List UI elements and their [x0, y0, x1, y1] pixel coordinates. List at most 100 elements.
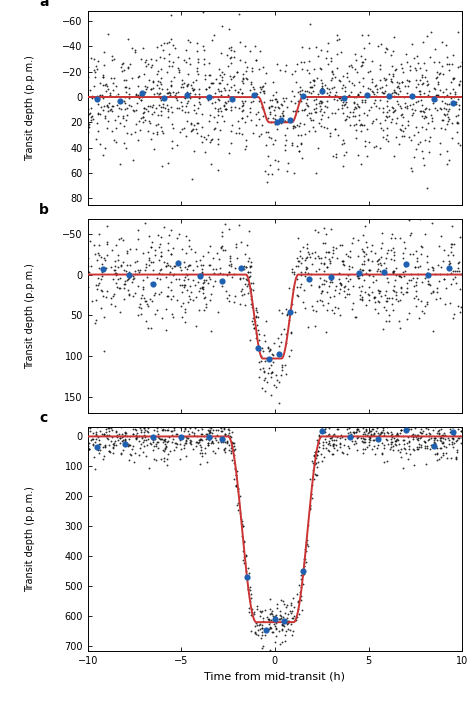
Point — [256, 82, 264, 93]
Point — [269, 169, 276, 180]
Point — [405, 423, 413, 435]
Point — [238, 87, 246, 99]
Point — [335, 34, 343, 45]
Point — [399, 66, 406, 78]
Point — [140, 102, 147, 114]
Point — [401, 265, 409, 277]
Point — [165, 60, 173, 72]
Point — [393, 95, 401, 107]
Point — [164, 87, 172, 99]
Point — [192, 74, 200, 86]
Point — [201, 58, 208, 69]
Point — [359, 422, 367, 433]
Point — [172, 428, 180, 440]
Point — [255, 130, 263, 142]
Point — [401, 97, 409, 109]
Point — [287, 618, 294, 630]
Point — [164, 290, 172, 302]
Point — [177, 264, 185, 275]
Point — [109, 245, 116, 256]
Point — [294, 232, 301, 244]
Point — [432, 94, 440, 105]
Point — [269, 350, 277, 361]
Point — [131, 46, 139, 58]
Point — [401, 443, 408, 454]
Point — [166, 87, 174, 99]
Point — [370, 428, 378, 439]
Point — [135, 72, 142, 83]
Point — [331, 124, 338, 135]
Point — [160, 37, 167, 49]
Point — [294, 95, 301, 107]
Point — [376, 265, 383, 277]
Point — [173, 139, 181, 151]
Point — [137, 438, 145, 450]
Point — [341, 99, 349, 110]
Point — [196, 92, 203, 104]
Point — [324, 95, 331, 107]
Point — [329, 247, 337, 259]
Point — [221, 97, 229, 108]
Point — [226, 24, 233, 35]
Point — [336, 287, 343, 299]
Point — [104, 83, 111, 94]
Point — [250, 322, 258, 334]
Point — [418, 295, 425, 307]
Point — [121, 91, 129, 102]
Point — [407, 430, 415, 442]
Point — [321, 418, 329, 430]
Point — [265, 345, 273, 356]
Point — [401, 421, 409, 433]
Point — [290, 120, 297, 132]
Point — [395, 414, 402, 425]
Point — [272, 614, 279, 626]
Point — [242, 261, 250, 272]
Point — [93, 406, 101, 418]
Point — [273, 117, 281, 128]
Point — [272, 623, 280, 635]
Point — [349, 297, 356, 309]
Point — [235, 504, 242, 516]
Point — [328, 418, 336, 430]
Point — [413, 444, 421, 455]
Point — [353, 92, 360, 103]
Point — [308, 107, 315, 119]
Point — [184, 96, 192, 107]
Point — [329, 429, 337, 440]
Point — [283, 612, 291, 623]
Point — [374, 307, 382, 319]
Point — [179, 297, 187, 308]
Point — [122, 82, 129, 93]
Point — [383, 133, 390, 144]
Point — [415, 268, 422, 280]
Point — [311, 106, 319, 117]
Point — [389, 68, 396, 79]
Point — [184, 34, 191, 46]
Point — [226, 147, 233, 159]
Point — [286, 605, 293, 616]
Point — [340, 149, 348, 161]
Point — [370, 428, 378, 440]
Point — [152, 102, 160, 114]
Point — [446, 87, 454, 99]
Point — [372, 113, 379, 124]
Point — [311, 225, 319, 236]
Point — [337, 408, 344, 419]
Point — [301, 104, 309, 115]
Point — [279, 619, 286, 631]
Point — [243, 73, 251, 84]
Point — [385, 69, 393, 80]
Point — [250, 84, 258, 95]
Point — [383, 262, 390, 273]
Point — [349, 430, 356, 442]
Point — [239, 272, 247, 283]
Point — [354, 88, 362, 99]
Point — [144, 301, 152, 312]
Point — [96, 438, 103, 450]
Point — [399, 76, 406, 87]
Point — [379, 415, 387, 427]
Point — [200, 283, 207, 295]
Point — [93, 426, 100, 438]
Point — [412, 280, 419, 291]
Point — [134, 309, 142, 320]
